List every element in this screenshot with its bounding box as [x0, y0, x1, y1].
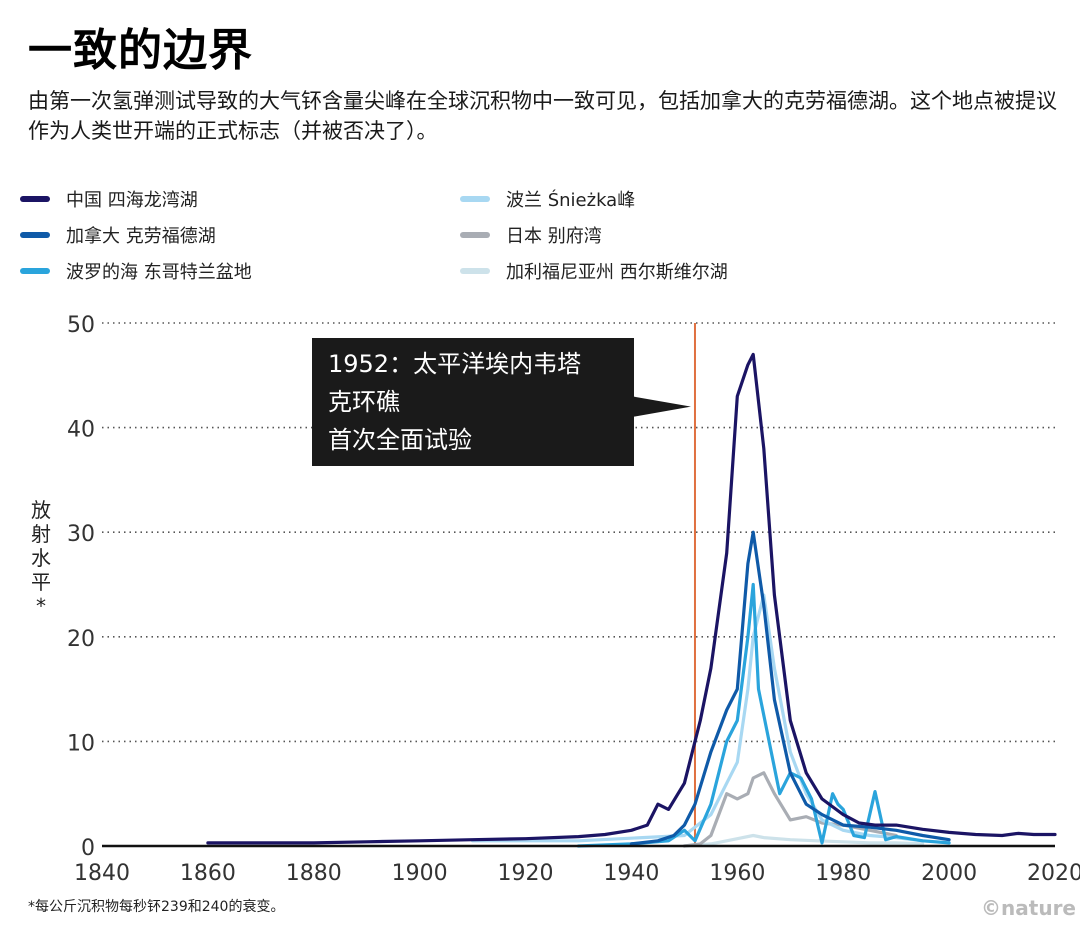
- y-axis-label: 放射水平 *: [30, 498, 52, 618]
- annotation-text: 克环礁: [328, 388, 400, 416]
- y-tick-label: 50: [67, 313, 95, 338]
- x-tick-label: 1900: [392, 861, 448, 886]
- legend-item: 波罗的海 东哥特兰盆地: [20, 258, 252, 284]
- nature-credit: ©nature: [981, 896, 1076, 920]
- legend-item: 加利福尼亚州 西尔斯维尔湖: [460, 258, 728, 284]
- legend-swatch: [20, 268, 50, 274]
- y-tick-label: 40: [67, 418, 95, 443]
- x-tick-label: 1940: [603, 861, 659, 886]
- series-line: [206, 352, 1057, 845]
- y-axis-label-char: 平: [31, 570, 51, 594]
- legend-label: 加拿大 克劳福德湖: [66, 226, 216, 247]
- x-tick-label: 1860: [180, 861, 236, 886]
- legend-item: 加拿大 克劳福德湖: [20, 222, 216, 248]
- y-tick-label: 30: [67, 522, 95, 547]
- chart-title: 一致的边界: [28, 25, 253, 76]
- legend-swatch: [460, 196, 490, 202]
- annotation-pointer: [634, 396, 691, 417]
- y-axis-label-char: 水: [31, 546, 51, 570]
- x-tick-label: 1920: [498, 861, 554, 886]
- series-line: [576, 582, 951, 848]
- series-line: [629, 530, 951, 846]
- legend-label: 波罗的海 东哥特兰盆地: [66, 262, 252, 283]
- chart-subtitle: 由第一次氢弹测试导致的大气钚含量尖峰在全球沉积物中一致可见，包括加拿大的克劳福德…: [28, 89, 1057, 143]
- legend-swatch: [20, 196, 50, 202]
- y-axis-label-char: *: [36, 594, 46, 618]
- y-tick-label: 10: [67, 731, 95, 756]
- x-tick-label: 1840: [74, 861, 130, 886]
- legend-swatch: [460, 232, 490, 238]
- legend-item: 波兰 Śnieżka峰: [460, 186, 635, 212]
- legend-item: 日本 别府湾: [460, 222, 602, 248]
- legend-swatch: [460, 268, 490, 274]
- x-tick-label: 1980: [815, 861, 871, 886]
- x-tick-label: 2020: [1027, 861, 1080, 886]
- annotation-text: 1952：太平洋埃内韦塔: [328, 350, 581, 378]
- y-tick-label: 20: [67, 627, 95, 652]
- legend-label: 加利福尼亚州 西尔斯维尔湖: [506, 262, 728, 283]
- legend-label: 日本 别府湾: [506, 226, 602, 247]
- annotation-text: 首次全面试验: [328, 426, 472, 454]
- footnote: *每公斤沉积物每秒钚239和240的衰变。: [28, 899, 285, 915]
- y-tick-label: 0: [81, 836, 95, 861]
- annotation-box: [312, 338, 634, 466]
- legend-label: 中国 四海龙湾湖: [66, 190, 198, 211]
- series-line: [682, 833, 925, 848]
- legend-item: 中国 四海龙湾湖: [20, 186, 198, 212]
- legend-label: 波兰 Śnieżka峰: [506, 190, 636, 211]
- y-axis-label-char: 放: [31, 498, 51, 522]
- series-line: [682, 771, 898, 848]
- x-tick-label: 1880: [286, 861, 342, 886]
- y-axis-label-char: 射: [31, 522, 51, 546]
- x-tick-label: 1960: [709, 861, 765, 886]
- series-line: [471, 593, 925, 843]
- legend-swatch: [20, 232, 50, 238]
- x-tick-label: 2000: [921, 861, 977, 886]
